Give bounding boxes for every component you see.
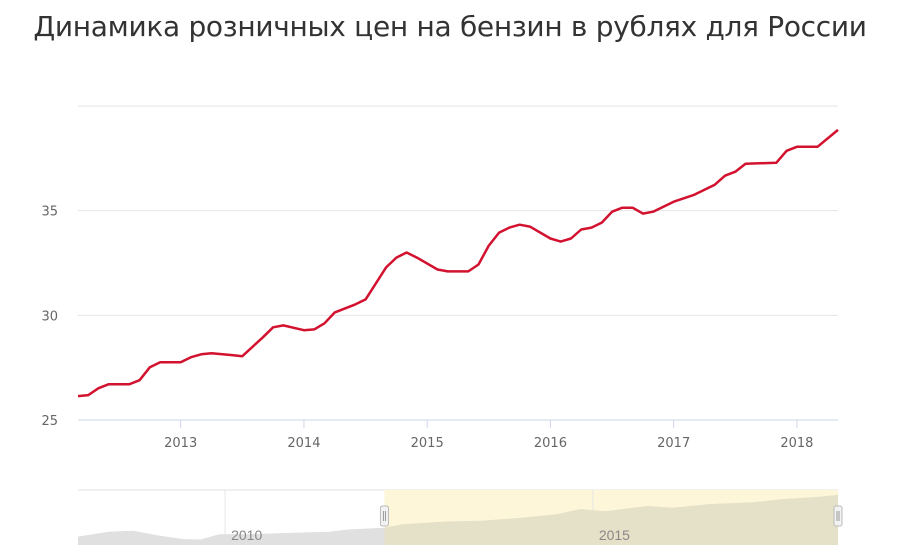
y-tick-label: 35	[41, 205, 58, 220]
price-series-line	[77, 128, 839, 398]
navigator-label: 2015	[599, 527, 630, 543]
x-tick-label: 2014	[287, 436, 320, 451]
x-tick-label: 2016	[534, 436, 567, 451]
x-tick-label: 2013	[164, 436, 197, 451]
chart-title: Динамика розничных цен на бензин в рубля…	[33, 10, 867, 43]
y-tick-label: 25	[41, 414, 58, 429]
navigator-handle-left[interactable]	[379, 505, 389, 527]
navigator-area-selected	[384, 495, 838, 545]
x-tick-label: 2015	[411, 436, 444, 451]
x-tick-label: 2017	[657, 436, 690, 451]
navigator-handle-right[interactable]	[833, 505, 843, 527]
y-tick-label: 30	[41, 309, 58, 324]
x-tick-label: 2018	[780, 436, 813, 451]
navigator-label: 2010	[231, 527, 262, 543]
